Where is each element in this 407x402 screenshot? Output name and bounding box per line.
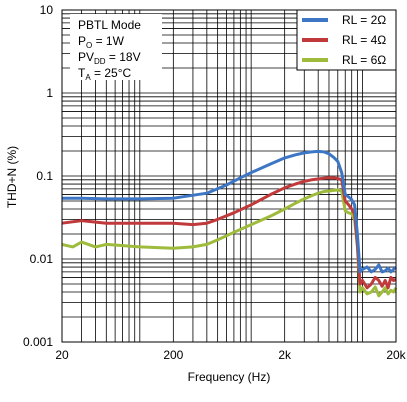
plot-frame xyxy=(61,9,397,343)
annotation-temperature: TA = 25°C xyxy=(78,66,132,82)
series-line-6ohm xyxy=(61,188,398,298)
x-axis-title: Frequency (Hz) xyxy=(188,370,271,384)
y-tick-label: 1 xyxy=(46,86,53,100)
annotation-box: PBTL Mode PO = 1W PVDD = 18V TA = 25°C xyxy=(70,14,162,82)
annotation-background xyxy=(70,14,162,80)
y-tick-label: 10 xyxy=(40,3,54,17)
y-tick-label: 0.01 xyxy=(30,252,54,266)
legend: RL = 2Ω RL = 4Ω RL = 6Ω xyxy=(296,9,397,71)
tick-labels: 20 200 2k 20k 10 1 0.1 0.01 0.001 xyxy=(23,3,407,362)
x-tick-label: 2k xyxy=(278,348,292,362)
legend-label-4ohm: RL = 4Ω xyxy=(342,33,386,47)
series-line-4ohm xyxy=(61,176,397,290)
y-axis-title: THD+N (%) xyxy=(5,146,19,208)
series-line-2ohm xyxy=(62,149,398,274)
x-tick-label: 20 xyxy=(55,348,69,362)
annotation-mode: PBTL Mode xyxy=(78,18,141,32)
annotation-voltage: PVDD = 18V xyxy=(78,50,141,66)
annotation-power: PO = 1W xyxy=(78,34,125,50)
legend-label-6ohm: RL = 6Ω xyxy=(342,53,386,67)
x-tick-label: 20k xyxy=(386,348,406,362)
y-tick-label: 0.001 xyxy=(23,335,53,349)
series-lines xyxy=(61,149,398,298)
x-tick-label: 200 xyxy=(163,348,183,362)
legend-label-2ohm: RL = 2Ω xyxy=(342,13,386,27)
y-tick-label: 0.1 xyxy=(36,169,53,183)
